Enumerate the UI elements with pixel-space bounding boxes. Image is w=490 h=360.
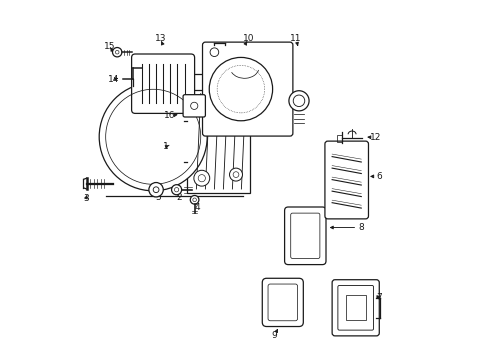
FancyBboxPatch shape (285, 207, 326, 265)
Circle shape (172, 185, 182, 195)
Circle shape (113, 48, 122, 57)
FancyBboxPatch shape (332, 280, 379, 336)
Bar (187, 90, 250, 193)
Text: 2: 2 (177, 193, 182, 202)
Circle shape (209, 57, 272, 121)
Bar (346, 295, 366, 320)
Circle shape (229, 168, 243, 181)
Circle shape (99, 83, 207, 191)
FancyBboxPatch shape (325, 141, 368, 219)
Text: 13: 13 (155, 34, 166, 43)
Text: 7: 7 (376, 292, 382, 302)
Text: 14: 14 (108, 75, 119, 84)
Text: 16: 16 (164, 111, 175, 120)
Text: 15: 15 (104, 42, 116, 51)
Text: 1: 1 (163, 143, 169, 152)
Bar (337, 135, 342, 142)
Text: 3: 3 (83, 194, 89, 203)
FancyBboxPatch shape (262, 278, 303, 327)
Circle shape (190, 195, 199, 204)
FancyBboxPatch shape (202, 42, 293, 136)
Text: 9: 9 (271, 331, 277, 340)
Text: 6: 6 (376, 172, 382, 181)
Text: 8: 8 (358, 223, 364, 232)
Circle shape (194, 170, 210, 186)
Text: 4: 4 (195, 202, 200, 211)
Circle shape (149, 183, 163, 197)
Text: 11: 11 (291, 34, 302, 43)
Circle shape (289, 91, 309, 111)
Text: 5: 5 (156, 193, 162, 202)
Text: 12: 12 (369, 133, 381, 142)
FancyBboxPatch shape (183, 95, 205, 117)
FancyBboxPatch shape (132, 54, 195, 113)
Text: 10: 10 (243, 34, 254, 43)
